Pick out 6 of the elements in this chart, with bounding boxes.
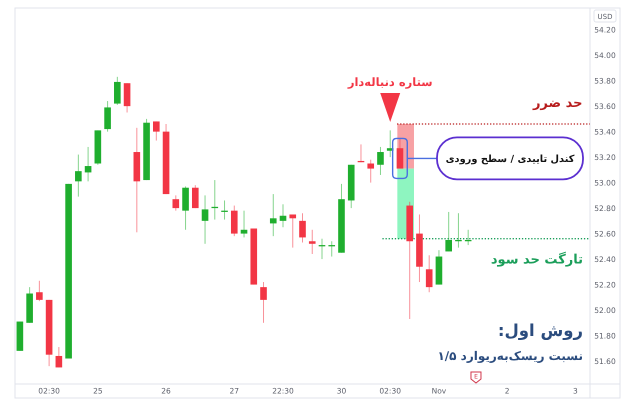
annotation: کندل تاییدی / سطح ورودی <box>446 154 575 165</box>
annotation: نسبت ریسک‌به‌ریوارد ۱/۵ <box>437 349 583 363</box>
ref-line-label: تارگت حد سود <box>490 252 583 268</box>
ref-line-label: حد ضرر <box>532 96 582 111</box>
annotation: روش اول: <box>498 321 583 341</box>
annotation: ستاره دنباله‌دار <box>346 75 433 89</box>
